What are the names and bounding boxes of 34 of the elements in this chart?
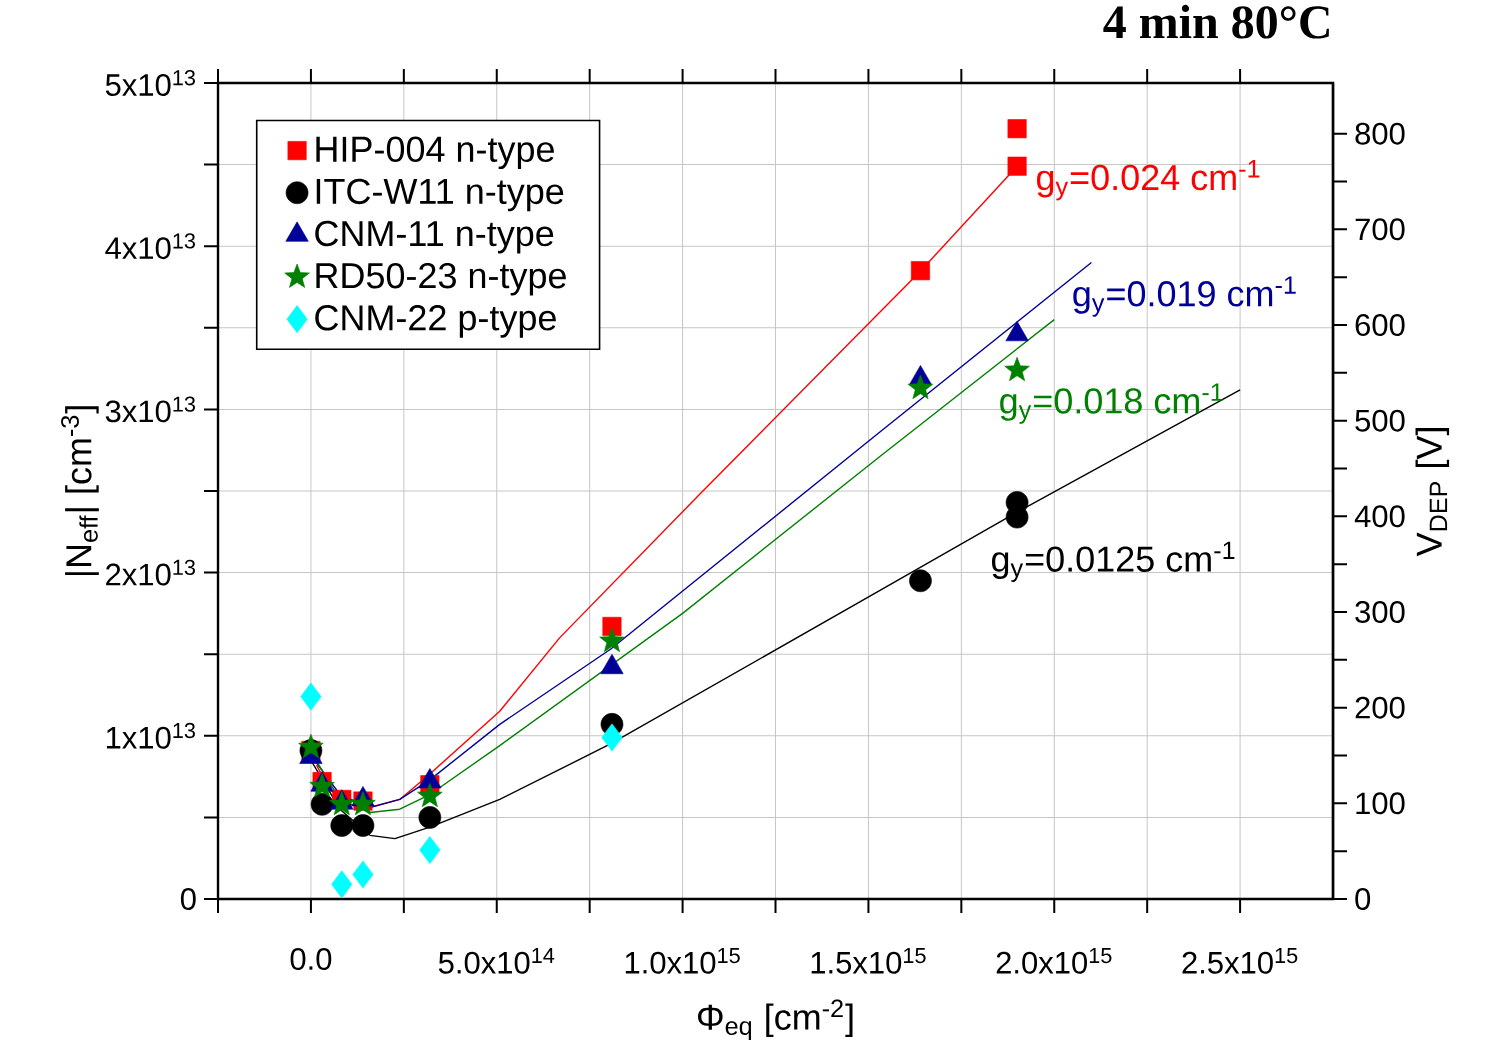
legend-label: CNM-22 p-type bbox=[315, 305, 556, 338]
y2-tick-label: 400 bbox=[1354, 505, 1405, 528]
legend-label: HIP-004 n-type bbox=[316, 136, 554, 170]
y2-tick-label: 100 bbox=[1356, 792, 1405, 815]
legend-label: CNM-11 n-type bbox=[315, 220, 554, 254]
legend-label: RD50-23 n-type bbox=[316, 262, 566, 296]
legend-label: g$_{y}$=0.0125 cm$^{-1}$ bbox=[991, 541, 1235, 582]
series-label: g$_{y}$=0.018 cm$^{-1}$ bbox=[1000, 383, 1223, 424]
y-tick-label: 1x10$^{13}$ bbox=[106, 722, 195, 749]
y2-axis-title: V$_{DEP}$ [V] bbox=[1415, 428, 1450, 557]
y-axis-title: |N$_{eff}$| [cm$^{-3}$] bbox=[61, 406, 99, 576]
y2-tick-label: 700 bbox=[1355, 218, 1405, 241]
y2-tick-label: 600 bbox=[1355, 314, 1405, 336]
x-axis-title: Φ$_{eq}$ [cm$^{-2}$] bbox=[698, 999, 853, 1041]
x-tick-label: 1.5x10$^{15}$ bbox=[811, 948, 926, 974]
series-label: g$_{y}$=0.019 cm$^{-1}$ bbox=[1073, 276, 1296, 317]
y-tick-label: 4x10$^{13}$ bbox=[105, 233, 195, 260]
y2-tick-label: 200 bbox=[1355, 696, 1405, 719]
chart-title: 4 min 80°C bbox=[1103, 4, 1329, 39]
y-tick-label: 0 bbox=[180, 888, 196, 910]
x-tick-label: 0.0 bbox=[290, 948, 332, 971]
x-tick-label: 2.0x10$^{15}$ bbox=[996, 948, 1112, 974]
y-tick-label: 5x10$^{13}$ bbox=[105, 70, 195, 96]
x-tick-label: 1.0x10$^{15}$ bbox=[625, 948, 740, 974]
y2-tick-label: 300 bbox=[1355, 601, 1405, 623]
legend-label: ITC-W11 n-type bbox=[316, 178, 564, 212]
x-tick-label: 2.5x10$^{15}$ bbox=[1182, 948, 1298, 974]
y2-tick-label: 500 bbox=[1355, 409, 1405, 432]
y2-tick-label: 800 bbox=[1355, 122, 1405, 145]
y-tick-label: 3x10$^{13}$ bbox=[105, 396, 195, 423]
y2-tick-label: 0 bbox=[1355, 888, 1371, 910]
y-tick-label: 2x10$^{13}$ bbox=[106, 559, 195, 586]
series-label: g$_{y}$=0.024 cm$^{-1}$ bbox=[1036, 160, 1260, 201]
x-tick-label: 5.0x10$^{14}$ bbox=[438, 948, 555, 974]
